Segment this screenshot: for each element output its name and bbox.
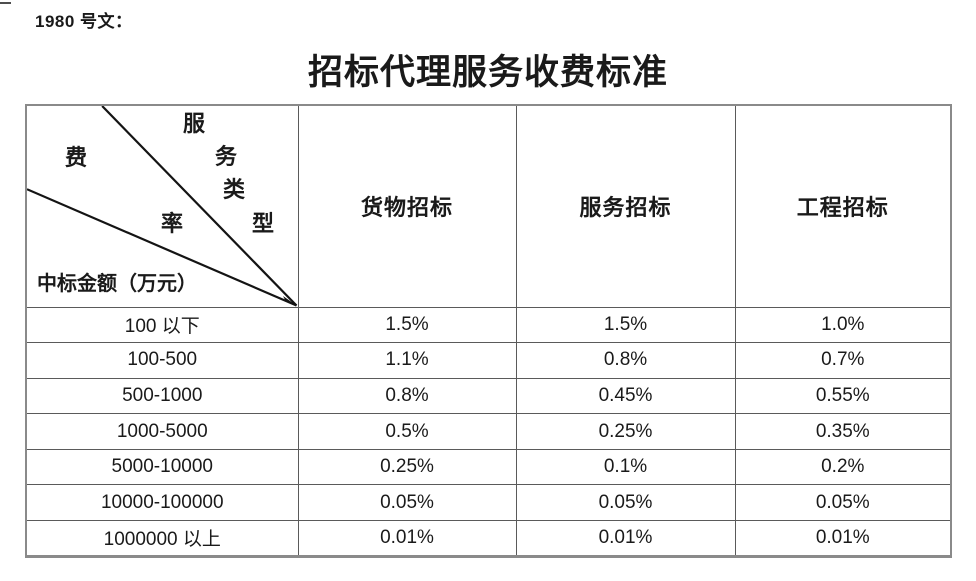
scan-edge-artifact: [0, 2, 11, 4]
rate-cell-works: 0.05%: [734, 484, 952, 522]
column-header-services: 服务招标: [515, 104, 736, 308]
rate-cell-services: 0.25%: [515, 413, 736, 450]
rate-cell-goods: 0.01%: [297, 520, 517, 557]
rate-cell-works: 1.0%: [734, 306, 952, 344]
table-row: 10000-100000 0.05% 0.05% 0.05%: [25, 484, 952, 522]
table-row: 5000-10000 0.25% 0.1% 0.2%: [25, 448, 952, 486]
table-row: 1000-5000 0.5% 0.25% 0.35%: [25, 413, 952, 450]
amount-cell: 500-1000: [25, 377, 299, 415]
rate-cell-goods: 1.5%: [297, 306, 517, 344]
rate-cell-goods: 1.1%: [297, 342, 517, 379]
fee-axis-char: 费: [65, 145, 88, 170]
rate-cell-services: 0.05%: [515, 484, 736, 522]
row-axis-label: 中标金额（万元）: [37, 273, 197, 295]
type-axis-char: 服: [183, 111, 206, 136]
page-title: 招标代理服务收费标准: [307, 53, 668, 92]
rate-cell-services: 0.01%: [515, 520, 736, 557]
doc-ref: 1980 号文：: [35, 12, 133, 31]
rate-cell-services: 0.45%: [515, 377, 736, 415]
table-row: 1000000 以上 0.01% 0.01% 0.01%: [25, 520, 952, 557]
amount-cell: 100-500: [25, 342, 299, 379]
type-axis-char: 类: [223, 177, 246, 202]
type-axis-char: 型: [252, 211, 275, 236]
rate-axis-char: 率: [161, 211, 184, 236]
amount-cell: 100 以下: [25, 306, 299, 344]
diagonal-header-cell: 服 务 类 型 费 率 中标金额（万元）: [25, 104, 299, 308]
type-axis-char: 务: [215, 144, 238, 169]
amount-cell: 10000-100000: [25, 484, 299, 522]
rate-cell-goods: 0.25%: [297, 448, 517, 486]
table-row: 100 以下 1.5% 1.5% 1.0%: [25, 306, 952, 344]
rate-cell-services: 0.8%: [515, 342, 736, 379]
rate-cell-goods: 0.8%: [297, 377, 517, 415]
rate-cell-goods: 0.05%: [297, 484, 517, 522]
header-row: 服 务 类 型 费 率 中标金额（万元） 货物招标 服务招标 工程招标: [25, 104, 952, 308]
rate-cell-works: 0.35%: [734, 413, 952, 450]
rate-cell-works: 0.2%: [734, 448, 952, 486]
rate-cell-services: 0.1%: [515, 448, 736, 486]
column-header-goods: 货物招标: [297, 104, 517, 308]
table-row: 100-500 1.1% 0.8% 0.7%: [25, 342, 952, 379]
rate-cell-works: 0.55%: [734, 377, 952, 415]
table-row: 500-1000 0.8% 0.45% 0.55%: [25, 377, 952, 415]
column-header-works: 工程招标: [734, 104, 952, 308]
rate-cell-goods: 0.5%: [297, 413, 517, 450]
amount-cell: 1000-5000: [25, 413, 299, 450]
diagonal-divider-lines: [27, 106, 297, 306]
fee-standard-table: 服 务 类 型 费 率 中标金额（万元） 货物招标 服务招标 工程招标 100 …: [25, 104, 952, 558]
rate-cell-works: 0.7%: [734, 342, 952, 379]
rate-cell-services: 1.5%: [515, 306, 736, 344]
amount-cell: 1000000 以上: [25, 520, 299, 557]
rate-cell-works: 0.01%: [734, 520, 952, 557]
amount-cell: 5000-10000: [25, 448, 299, 486]
